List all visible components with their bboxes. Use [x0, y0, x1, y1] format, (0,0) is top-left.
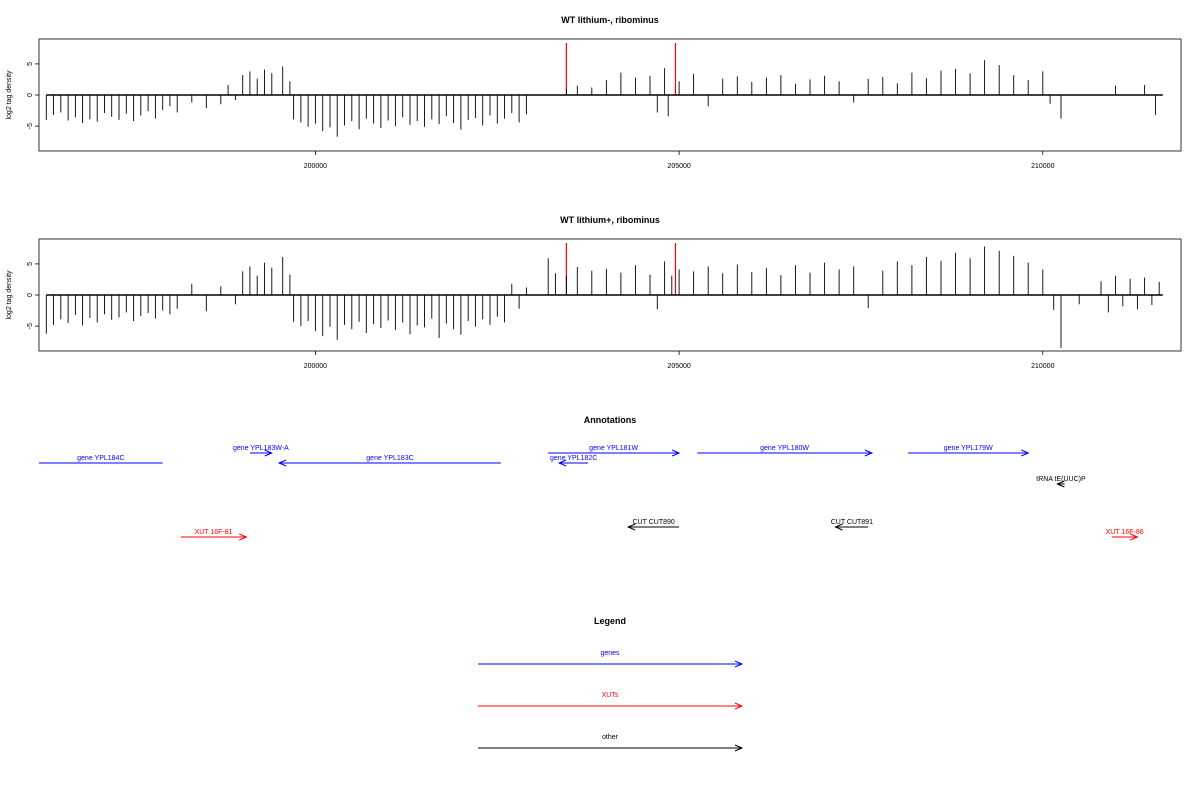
arrow-left-icon — [626, 523, 636, 531]
plot-marks — [45, 243, 1163, 348]
y-axis-label: log2 tag density — [6, 270, 13, 320]
x-tick-label: 210000 — [1031, 363, 1054, 370]
feature-trna-te-uuc-p: tRNA tE(UUC)P — [1036, 476, 1086, 488]
feature-label: XUT 16F-81 — [195, 529, 233, 536]
feature-label: gene YPL181W — [589, 445, 638, 452]
feature-label: gene YPL180W — [760, 445, 809, 452]
arrow-right-icon — [864, 449, 874, 457]
feature-gene-ypl183c: gene YPL183C — [277, 455, 501, 467]
feature-cut-cut891: CUT CUT891 — [831, 519, 873, 531]
y-tick-label: -5 — [27, 123, 34, 129]
y-tick-label: 0 — [27, 93, 34, 97]
y-axis: 5 0 -5 — [27, 262, 39, 329]
track-panel-lithium-plus: WT lithium+, ribominus log2 tag density … — [6, 215, 1182, 370]
y-tick-label: 5 — [27, 62, 34, 66]
arrow-right-icon — [1021, 449, 1030, 457]
legend-item-xuts: XUTs — [478, 692, 744, 710]
panel-title: WT lithium+, ribominus — [560, 215, 660, 225]
arrow-left-icon — [834, 523, 843, 531]
y-axis-label: log2 tag density — [6, 70, 13, 120]
arrow-right-icon — [671, 449, 681, 457]
legend-item-other: other — [478, 734, 744, 752]
arrow-right-icon — [264, 449, 274, 457]
feature-gene-ypl180w: gene YPL180W — [697, 445, 874, 457]
feature-gene-ypl183w-a: gene YPL183W-A — [233, 445, 289, 457]
feature-label: gene YPL183C — [366, 455, 413, 462]
feature-tracks: gene YPL184C gene YPL183W-A gene YPL183C ge… — [39, 445, 1144, 541]
plot-marks — [45, 43, 1163, 137]
y-tick-label: -5 — [27, 323, 34, 329]
feature-gene-ypl184c: gene YPL184C — [39, 455, 163, 464]
track-panel-lithium-minus: WT lithium-, ribominus log2 tag density … — [6, 15, 1182, 170]
feature-label: gene YPL182C — [550, 455, 597, 462]
y-tick-label: 5 — [27, 262, 34, 266]
x-tick-label: 205000 — [667, 363, 690, 370]
arrow-right-icon — [734, 702, 744, 710]
annotations-title: Annotations — [584, 415, 637, 425]
y-axis: 5 0 -5 — [27, 62, 39, 129]
legend-panel: Legend genes XUTs other — [478, 616, 744, 752]
legend-item-genes: genes — [478, 650, 744, 668]
feature-label: gene YPL183W-A — [233, 445, 289, 452]
feature-label: tRNA tE(UUC)P — [1036, 476, 1086, 483]
arrow-left-icon — [1056, 480, 1065, 488]
x-axis: 200000 205000 210000 — [304, 351, 1055, 370]
arrow-right-icon — [734, 744, 744, 752]
feature-label: gene YPL179W — [944, 445, 993, 452]
y-tick-label: 0 — [27, 293, 34, 297]
feature-cut-cut890: CUT CUT890 — [626, 519, 680, 531]
legend-label: other — [602, 734, 619, 741]
x-tick-label: 205000 — [667, 163, 690, 170]
feature-xut-16f-86: XUT 16F-86 — [1106, 529, 1144, 541]
feature-label: XUT 16F-86 — [1106, 529, 1144, 536]
arrow-left-icon — [557, 459, 567, 467]
feature-label: gene YPL184C — [77, 455, 124, 462]
arrow-right-icon — [239, 533, 248, 541]
feature-label: CUT CUT890 — [633, 519, 675, 526]
legend-title: Legend — [594, 616, 626, 626]
x-tick-label: 210000 — [1031, 163, 1054, 170]
x-tick-label: 200000 — [304, 163, 327, 170]
arrow-left-icon — [277, 459, 287, 467]
arrow-right-icon — [734, 660, 744, 668]
feature-gene-ypl182c: gene YPL182C — [550, 455, 597, 467]
legend-label: XUTs — [602, 692, 619, 699]
feature-label: CUT CUT891 — [831, 519, 873, 526]
panel-title: WT lithium-, ribominus — [561, 15, 659, 25]
x-axis: 200000 205000 210000 — [304, 151, 1055, 170]
feature-xut-16f-81: XUT 16F-81 — [180, 529, 248, 541]
feature-gene-ypl179w: gene YPL179W — [908, 445, 1030, 457]
legend-label: genes — [600, 650, 620, 657]
x-tick-label: 200000 — [304, 363, 327, 370]
feature-gene-ypl181w: gene YPL181W — [548, 445, 681, 457]
legend-items: genes XUTs other — [478, 650, 744, 752]
arrow-right-icon — [1130, 533, 1139, 541]
